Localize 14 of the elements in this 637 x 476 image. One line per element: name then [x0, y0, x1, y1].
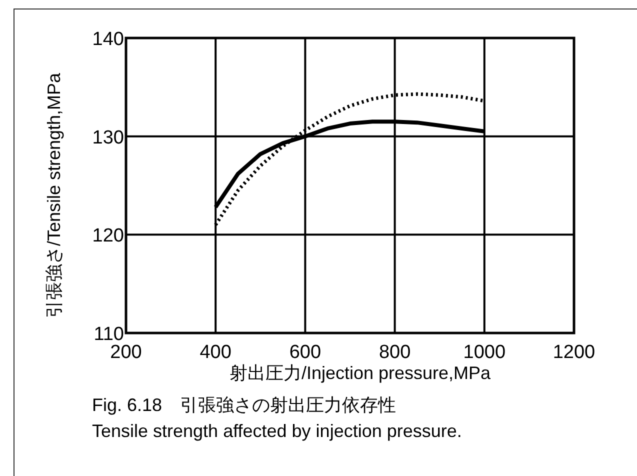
x-tick-label: 600 [289, 342, 322, 363]
text: Tensile strength affected by injection pressure. [92, 421, 462, 441]
y-tick-label: 140 [92, 29, 124, 50]
x-tick-label: 400 [200, 342, 232, 363]
x-axis-title: 射出圧力/Injection pressure,MPa [229, 363, 492, 383]
x-tick-label: 1000 [463, 342, 506, 363]
caption: Fig. 6.18 引張強さの射出圧力依存性 [92, 395, 396, 415]
x-tick-label: 1200 [552, 342, 596, 363]
x-tick-label: 200 [110, 342, 142, 363]
y-axis-title: 引張強さ/Tensile strength,MPa [44, 72, 64, 318]
x-tick-label: 800 [378, 342, 411, 363]
y-tick-label: 130 [92, 127, 124, 148]
y-tick-label: 110 [94, 324, 124, 345]
y-tick-label: 120 [92, 226, 124, 247]
